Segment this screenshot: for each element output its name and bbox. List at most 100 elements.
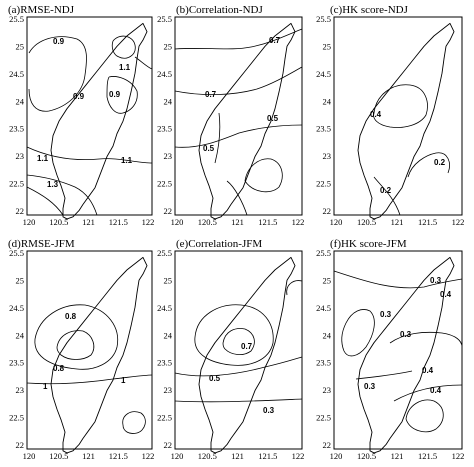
- panel-f-contour-label: 0.3: [400, 330, 412, 339]
- panel-a-contour: [26, 174, 98, 216]
- x-tick-label: 120.5: [357, 217, 376, 227]
- y-tick-label: 24: [164, 330, 173, 340]
- x-tick-label: 120.5: [49, 451, 68, 461]
- panel-a-contour: [26, 186, 64, 216]
- panel-f-contour: [393, 384, 463, 402]
- y-tick-label: 24: [164, 96, 173, 106]
- y-tick-label: 25.5: [157, 14, 172, 24]
- panel-e-contour-label: 0.7: [241, 342, 253, 351]
- panel-d-contour-label: 1: [121, 376, 126, 385]
- x-tick-label: 120: [330, 217, 343, 227]
- x-tick-label: 121.5: [258, 217, 277, 227]
- y-tick-label: 23.5: [157, 124, 172, 134]
- panel-b: 0.7 0.7 0.5 0.5: [174, 16, 303, 220]
- panel-a-contour: [134, 56, 153, 70]
- panel-e-contour: [286, 280, 303, 296]
- y-tick-label: 25.5: [316, 248, 331, 258]
- y-tick-label: 22: [16, 440, 25, 450]
- y-tick-label: 24.5: [9, 303, 24, 313]
- y-tick-label: 23.5: [316, 358, 331, 368]
- x-tick-label: 121.5: [109, 217, 128, 227]
- panel-d-frame: [26, 250, 153, 450]
- y-tick-label: 22: [164, 206, 173, 216]
- panel-e-contour: [222, 328, 255, 355]
- y-tick-label: 23.5: [9, 124, 24, 134]
- y-tick-label: 24: [323, 96, 332, 106]
- panel-b-contour-label: 0.5: [203, 144, 215, 153]
- panel-a-title: (a)RMSE-NDJ: [8, 4, 75, 16]
- panel-f-contour: [355, 370, 413, 380]
- x-tick-label: 121.5: [258, 451, 277, 461]
- x-tick-label: 121: [231, 451, 244, 461]
- panel-f-contour-label: 0.3: [380, 310, 392, 319]
- panel-b-contour-label: 0.5: [267, 114, 279, 123]
- x-tick-label: 121: [82, 217, 95, 227]
- panel-f-frame: [333, 250, 463, 450]
- y-tick-label: 22.5: [316, 179, 331, 189]
- x-tick-label: 122: [452, 451, 465, 461]
- x-tick-label: 120: [171, 217, 184, 227]
- y-tick-label: 24.5: [316, 303, 331, 313]
- x-tick-label: 122: [452, 217, 465, 227]
- panel-b-contour: [174, 28, 303, 50]
- panel-c-coastline: [357, 22, 455, 220]
- panel-b-title: (b)Correlation-NDJ: [176, 4, 263, 16]
- panel-c-contour: [373, 84, 428, 128]
- panel-f-contour: [333, 270, 463, 289]
- panel-b-contour-label: 0.7: [269, 36, 281, 45]
- panel-b-contour: [174, 66, 303, 96]
- y-tick-label: 25: [323, 275, 332, 285]
- panel-c: 0.4 0.2 0.2: [333, 16, 463, 220]
- y-tick-label: 23.5: [157, 358, 172, 368]
- y-tick-label: 25: [164, 41, 173, 51]
- panel-c-contour-label: 0.2: [434, 158, 446, 167]
- x-tick-label: 120.5: [49, 217, 68, 227]
- panel-f-contour-label: 0.3: [364, 382, 376, 391]
- panel-d-title: (d)RMSE-JFM: [8, 238, 75, 250]
- panel-c-contour-label: 0.4: [370, 110, 382, 119]
- panel-f-title: (f)HK score-JFM: [330, 238, 407, 250]
- y-tick-label: 24.5: [157, 303, 172, 313]
- x-tick-label: 122: [142, 217, 155, 227]
- panel-d-contour: [122, 411, 146, 434]
- panel-b-contour: [244, 158, 283, 193]
- panel-e-frame: [174, 250, 303, 450]
- panel-a-contour-label: 1.1: [121, 156, 133, 165]
- x-tick-label: 122: [292, 451, 305, 461]
- y-tick-label: 22: [323, 440, 332, 450]
- y-tick-label: 23.5: [9, 358, 24, 368]
- y-tick-label: 23: [16, 151, 25, 161]
- y-tick-label: 22.5: [157, 413, 172, 423]
- panel-a-contour: [111, 35, 136, 59]
- y-tick-label: 23: [16, 385, 25, 395]
- panel-e: 0.7 0.5 0.3: [174, 250, 303, 454]
- panel-d: 0.8 0.8 1 1: [26, 250, 153, 454]
- panel-d-contour: [26, 374, 153, 385]
- y-tick-label: 25.5: [157, 248, 172, 258]
- y-tick-label: 25.5: [316, 14, 331, 24]
- panel-f-contour: [405, 399, 444, 433]
- x-tick-label: 121.5: [109, 451, 128, 461]
- panel-b-contour: [226, 180, 248, 216]
- panel-e-contour: [174, 398, 303, 403]
- y-tick-label: 22: [164, 440, 173, 450]
- panel-a: 0.9 1.1 0.9 0.9 1.1 1.1 1.3: [26, 16, 153, 220]
- panel-a-contour-label: 1.1: [37, 154, 49, 163]
- x-tick-label: 120.5: [198, 217, 217, 227]
- panel-a-contour-label: 1.3: [47, 180, 59, 189]
- panel-f-contour: [341, 309, 375, 357]
- panel-c-title: (c)HK score-NDJ: [330, 4, 409, 16]
- panel-b-contour: [214, 112, 221, 164]
- y-tick-label: 22.5: [157, 179, 172, 189]
- panel-d-contour-label: 0.8: [65, 312, 77, 321]
- panel-f-contour: [389, 331, 463, 348]
- panel-e-title: (e)Correlation-JFM: [176, 238, 262, 250]
- y-tick-label: 24: [16, 330, 25, 340]
- panel-c-frame: [333, 16, 463, 216]
- panel-d-contour-label: 1: [43, 382, 48, 391]
- panel-c-contour: [373, 176, 401, 216]
- y-tick-label: 25.5: [9, 14, 24, 24]
- y-tick-label: 24: [323, 330, 332, 340]
- y-tick-label: 22: [323, 206, 332, 216]
